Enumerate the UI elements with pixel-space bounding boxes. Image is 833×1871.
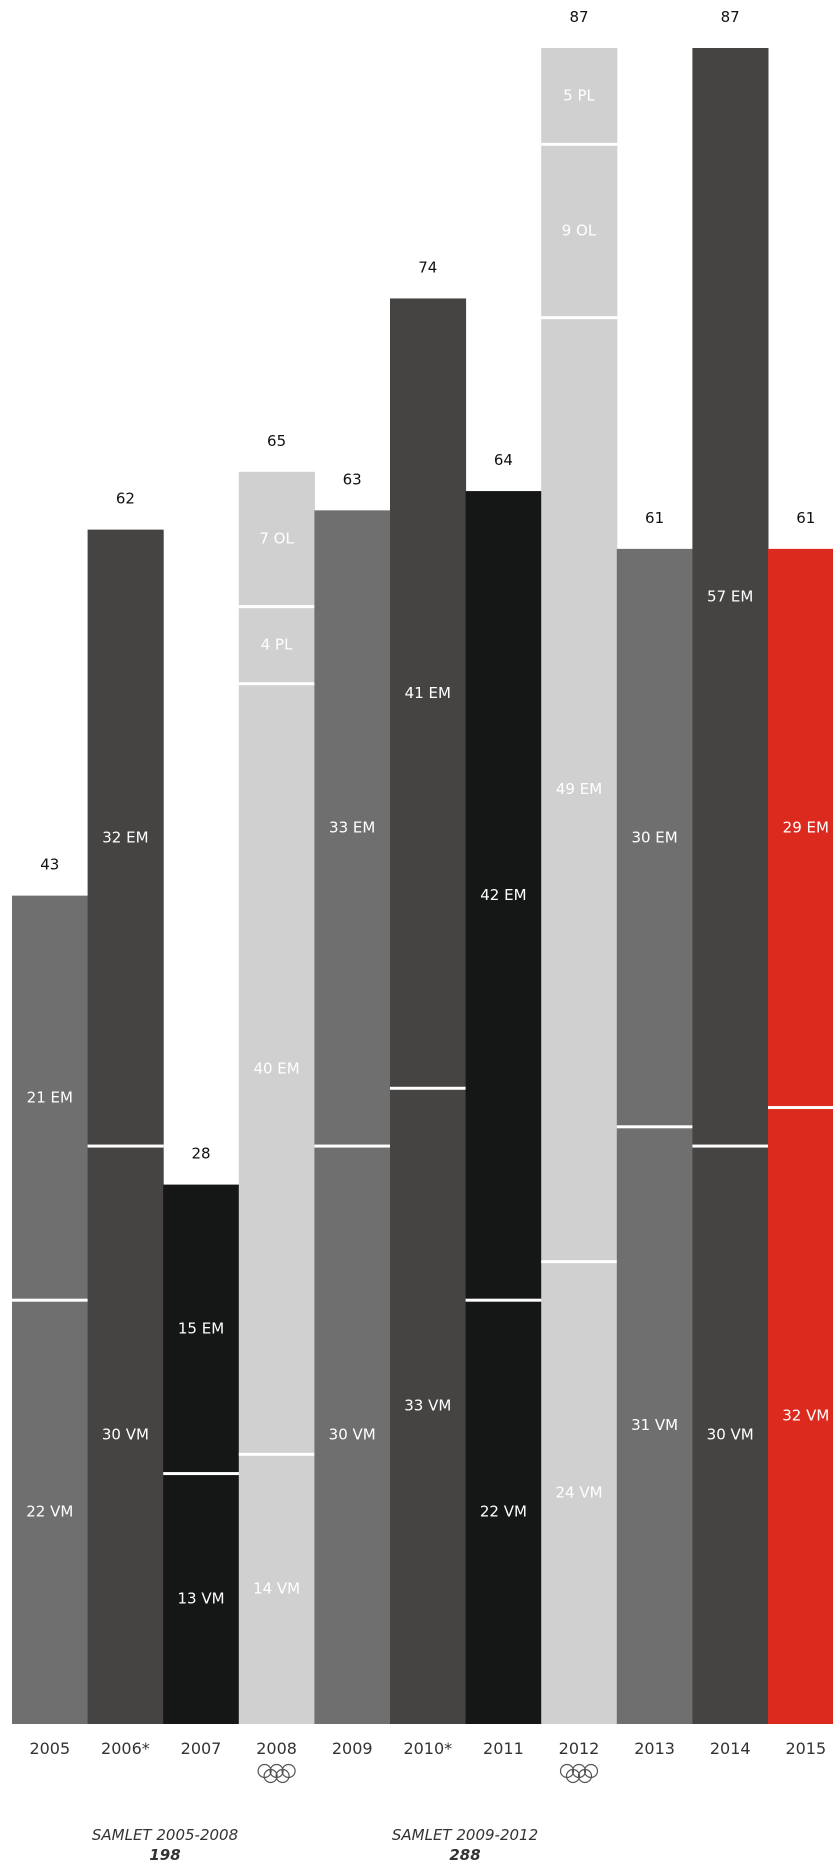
segment-label: 33 VM [404, 1397, 451, 1415]
segment-divider [541, 1260, 618, 1264]
bar [692, 48, 769, 1724]
bar-group-2015: 32 VM 29 EM 61 2015 [768, 509, 833, 1758]
bar-group-2009: 30 VM 33 EM 63 2009 [314, 470, 391, 1758]
segment-label: 14 VM [253, 1580, 300, 1598]
bar-group-2010: 33 VM 41 EM 74 2010* [390, 258, 467, 1758]
bar-group-2008: 14 VM 40 EM 4 PL 7 OL 65 2008 [238, 432, 315, 1784]
year-tick-label: 2011 [483, 1739, 524, 1758]
bar-group-2011: 22 VM 42 EM 64 2011 [465, 451, 542, 1758]
segment-divider [541, 142, 618, 146]
segment-label: 24 VM [555, 1483, 602, 1501]
summary-value: 288 [449, 1846, 481, 1864]
bar [238, 471, 315, 1724]
bar-total-label: 61 [796, 509, 815, 527]
segment-label: 33 EM [329, 819, 375, 837]
bar-total-label: 61 [645, 509, 664, 527]
bar [768, 548, 833, 1724]
segment-label: 30 EM [631, 828, 677, 846]
olympic-rings-icon [559, 1763, 599, 1784]
bar-total-label: 87 [569, 8, 588, 26]
olympic-rings-icon [257, 1763, 296, 1784]
segment-label: 30 VM [707, 1426, 754, 1444]
segment-divider [768, 1106, 833, 1110]
bar-total-label: 63 [343, 470, 362, 488]
year-tick-label: 2006* [101, 1739, 150, 1758]
bar-total-label: 62 [116, 490, 135, 508]
segment-divider [314, 1144, 391, 1148]
summary-value: 198 [149, 1846, 181, 1864]
bar [163, 1184, 240, 1724]
bar [314, 510, 391, 1724]
segment-label: 40 EM [253, 1060, 299, 1078]
bar [87, 529, 164, 1725]
segment-label: 42 EM [480, 886, 526, 904]
segment-label: 32 VM [782, 1406, 829, 1424]
segment-divider [238, 682, 315, 686]
summary-2009-2012: SAMLET 2009-2012 288 [370, 1826, 560, 1864]
segment-label: 30 VM [102, 1426, 149, 1444]
bar-total-label: 74 [418, 258, 437, 276]
segment-label: 30 VM [329, 1426, 376, 1444]
bar-total-label: 87 [721, 8, 740, 26]
segment-label: 31 VM [631, 1416, 678, 1434]
segment-divider [87, 1144, 164, 1148]
year-tick-label: 2009 [332, 1739, 373, 1758]
bar [616, 548, 693, 1724]
segment-label: 57 EM [707, 588, 753, 606]
bar-total-label: 43 [40, 856, 59, 874]
summary-label: SAMLET 2009-2012 [391, 1826, 539, 1844]
year-tick-label: 2014 [710, 1739, 751, 1758]
bar-group-2014: 30 VM 57 EM 87 2014 [692, 8, 769, 1758]
bar-total-label: 28 [191, 1145, 210, 1163]
bar [12, 895, 89, 1724]
year-tick-label: 2008 [256, 1739, 297, 1758]
bar-group-2007: 13 VM 15 EM 28 2007 [163, 1145, 240, 1758]
segment-label: 49 EM [556, 780, 602, 798]
segment-label: 9 OL [562, 222, 597, 240]
bar [541, 48, 618, 1724]
bar [390, 298, 467, 1724]
segment-divider [238, 1452, 315, 1456]
summary-2005-2008: SAMLET 2005-2008 198 [70, 1826, 260, 1864]
segment-label: 13 VM [177, 1589, 224, 1607]
bar-total-label: 65 [267, 432, 286, 450]
segment-divider [541, 316, 618, 320]
segment-label: 15 EM [178, 1320, 224, 1338]
bar-group-2006: 30 VM 32 EM 62 2006* [87, 490, 164, 1758]
year-tick-label: 2010* [403, 1739, 452, 1758]
bar-total-label: 64 [494, 451, 513, 469]
segment-divider [390, 1086, 467, 1090]
segment-divider [616, 1125, 693, 1129]
segment-divider [163, 1472, 240, 1476]
segment-divider [238, 605, 315, 609]
segment-label: 21 EM [27, 1088, 73, 1106]
segment-divider [12, 1298, 89, 1302]
year-tick-label: 2012 [559, 1739, 600, 1758]
year-tick-label: 2007 [181, 1739, 222, 1758]
year-tick-label: 2005 [29, 1739, 70, 1758]
bar [465, 491, 542, 1725]
bar-group-2012: 24 VM 49 EM 9 OL 5 PL 87 2012 [541, 8, 618, 1784]
segment-label: 22 VM [480, 1503, 527, 1521]
segment-label: 4 PL [261, 636, 293, 654]
segment-label: 32 EM [102, 828, 148, 846]
segment-divider [465, 1298, 542, 1302]
year-tick-label: 2013 [634, 1739, 675, 1758]
summary-label: SAMLET 2005-2008 [91, 1826, 239, 1844]
segment-divider [692, 1144, 769, 1148]
segment-label: 7 OL [259, 530, 294, 548]
segment-label: 41 EM [405, 684, 451, 702]
bar-group-2005: 22 VM 21 EM 43 2005 [12, 856, 89, 1758]
year-tick-label: 2015 [785, 1739, 826, 1758]
segment-label: 22 VM [26, 1503, 73, 1521]
segment-label: 5 PL [563, 87, 595, 105]
segment-label: 29 EM [783, 819, 829, 837]
bar-group-2013: 31 VM 30 EM 61 2013 [616, 509, 693, 1758]
